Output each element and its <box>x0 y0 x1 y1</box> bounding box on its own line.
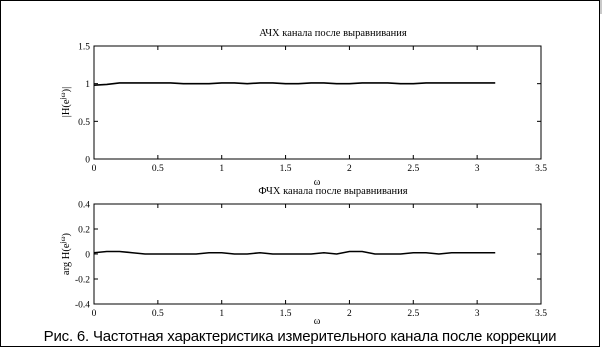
x-axis-label: ω <box>314 177 321 188</box>
series-line <box>93 250 496 255</box>
y-tick-label: 1 <box>85 80 90 90</box>
chart-title: АЧХ канала после выравнивания <box>259 28 407 39</box>
x-tick-label: 1 <box>219 164 224 174</box>
x-tick-label: 2 <box>347 164 352 174</box>
chart-title: ФЧХ канала после выравнивания <box>258 186 407 197</box>
x-tick-label: 0.5 <box>152 164 164 174</box>
x-tick-label: 3.5 <box>535 164 547 174</box>
chart-phase: ФЧХ канала после выравнивания -0.4-0.200… <box>58 186 547 327</box>
figure-svg: АЧХ канала после выравнивания 0 0.5 1 1.5 0… <box>58 28 547 327</box>
x-tick-label: 2.5 <box>407 309 419 319</box>
y-tick-label: 0.5 <box>78 118 90 128</box>
svg-text:arg H(ejω): arg H(ejω) <box>58 232 72 275</box>
y-ticks: -0.4 -0.2 0 0.2 0.4 <box>75 201 541 311</box>
x-ticks: 0 0.5 1 1.5 2 2.5 3 3.5 <box>92 46 547 174</box>
figure-canvas: АЧХ канала после выравнивания 0 0.5 1 1.5 0… <box>6 14 596 327</box>
y-tick-label: 0 <box>85 156 90 166</box>
series-line <box>93 82 496 86</box>
x-tick-label: 2 <box>347 309 352 319</box>
x-tick-label: 0 <box>92 309 97 319</box>
axes-box <box>93 45 542 160</box>
y-tick-label: 1.5 <box>78 43 90 53</box>
x-tick-label: 3 <box>475 309 480 319</box>
chart-amplitude: АЧХ канала после выравнивания 0 0.5 1 1.5 0… <box>58 28 547 188</box>
x-axis-label: ω <box>314 316 321 326</box>
svg-text:|H(ejω)|: |H(ejω)| <box>58 87 72 117</box>
y-ticks: 0 0.5 1 1.5 <box>78 43 541 166</box>
x-tick-label: 2.5 <box>407 164 419 174</box>
y-axis-label: |H(ejω)| <box>58 87 72 117</box>
y-axis-label: arg H(ejω) <box>58 232 72 275</box>
x-ticks: 0 0.5 1 1.5 2 2.5 3 3.5 <box>92 204 547 319</box>
y-tick-label: 0.4 <box>78 201 90 211</box>
figure-caption: Рис. 6. Частотная характеристика измерит… <box>43 328 557 345</box>
y-tick-label: 0.2 <box>78 226 90 236</box>
y-tick-label: -0.4 <box>75 301 90 311</box>
y-tick-label: 0 <box>85 251 90 261</box>
x-tick-label: 3 <box>475 164 480 174</box>
y-tick-label: -0.2 <box>75 276 90 286</box>
x-tick-label: 1 <box>219 309 224 319</box>
x-tick-label: 0.5 <box>152 309 164 319</box>
x-tick-label: 1.5 <box>280 309 292 319</box>
x-tick-label: 0 <box>92 164 97 174</box>
x-tick-label: 3.5 <box>535 309 547 319</box>
x-tick-label: 1.5 <box>280 164 292 174</box>
